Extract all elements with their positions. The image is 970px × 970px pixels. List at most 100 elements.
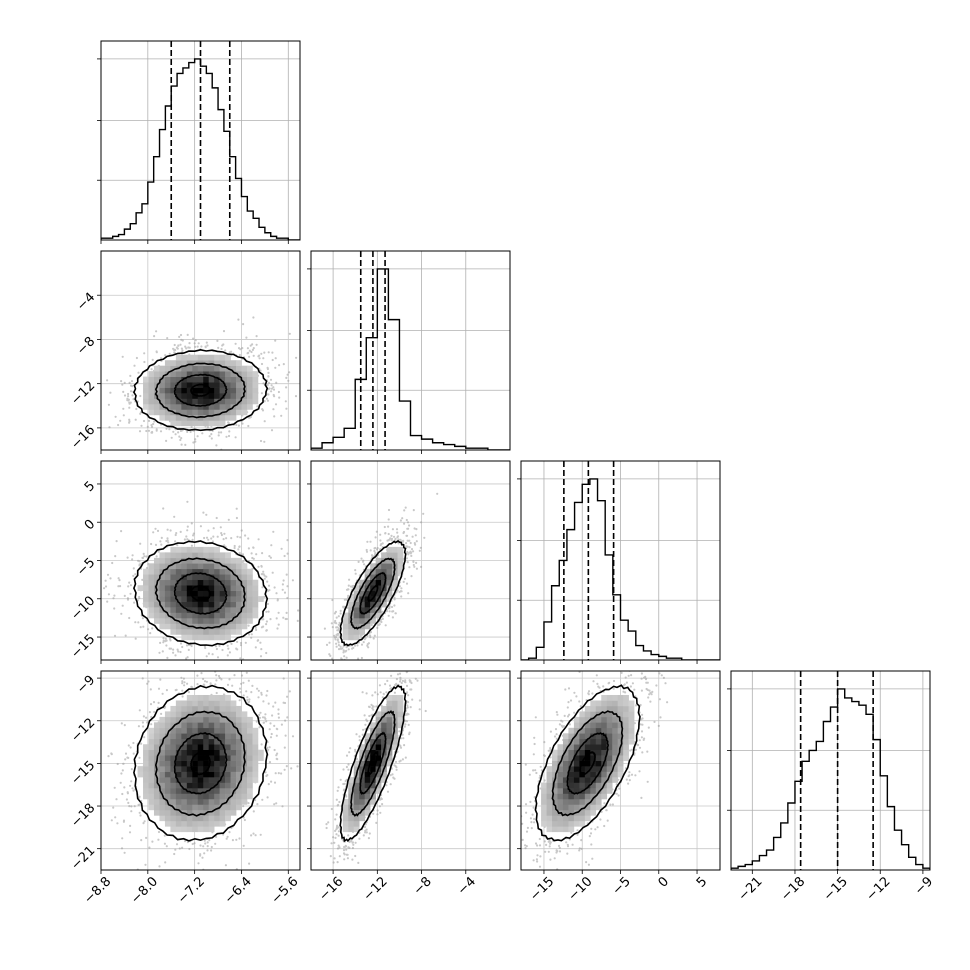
density-cell (170, 820, 177, 827)
density-cell (612, 722, 618, 729)
density-cell (203, 804, 210, 811)
density-cell (192, 727, 199, 734)
density-cell (181, 700, 188, 707)
density-cell (230, 387, 237, 394)
density-cell (181, 420, 188, 427)
density-cell (208, 705, 215, 712)
density-cell (381, 705, 387, 712)
density-cell (181, 382, 188, 388)
density-cell (203, 579, 210, 586)
density-cell (170, 733, 177, 740)
density-cell (197, 782, 204, 789)
density-cell (568, 820, 575, 827)
density-cell (236, 777, 242, 783)
density-cell (164, 574, 171, 581)
y-tick-label: −12 (68, 378, 98, 408)
density-cell (595, 793, 602, 800)
density-cell (236, 612, 242, 619)
density-cell (143, 760, 149, 767)
density-cell (375, 601, 382, 608)
density-cell (143, 590, 149, 597)
density-cell (197, 574, 204, 581)
density-cell (392, 694, 398, 701)
density-cell (381, 771, 387, 778)
density-cell (375, 579, 382, 586)
density-cell (143, 574, 149, 581)
density-cell (364, 777, 371, 783)
density-cell (236, 585, 242, 591)
x-tick-label: −12 (361, 874, 391, 904)
density-cell (573, 782, 580, 789)
density-cell (203, 403, 210, 410)
density-cell (628, 705, 635, 712)
density-cell (181, 744, 188, 751)
density-cell (197, 755, 204, 761)
density-cell (225, 722, 231, 729)
density-cell (175, 596, 182, 602)
density-cell (579, 777, 586, 783)
density-cell (175, 623, 182, 630)
density-cell (370, 601, 376, 608)
density-cell (552, 760, 558, 767)
density-cell (159, 716, 166, 723)
density-cell (236, 628, 242, 635)
density-cell (552, 809, 558, 816)
density-cell (175, 382, 182, 388)
density-cell (612, 777, 618, 783)
density-cell (203, 552, 210, 559)
density-cell (219, 716, 226, 723)
density-cell (241, 771, 248, 778)
density-cell (623, 716, 629, 723)
density-cell (181, 585, 188, 591)
density-cell (230, 579, 237, 586)
x-tick-label: −7.2 (175, 874, 208, 907)
density-cell (375, 590, 382, 597)
density-cell (208, 820, 215, 827)
density-cell (170, 585, 177, 591)
density-cell (181, 409, 188, 416)
density-cell (153, 557, 160, 564)
density-cell (370, 798, 376, 805)
density-cell (606, 755, 613, 761)
density-cell (617, 738, 624, 745)
density-cell (203, 716, 210, 723)
density-cell (595, 705, 602, 712)
density-cell (595, 782, 602, 789)
density-cell (186, 760, 193, 767)
density-cell (186, 393, 193, 399)
density-cell (601, 771, 608, 778)
density-cell (143, 596, 149, 602)
density-cell (164, 623, 171, 630)
density-cell (375, 585, 382, 591)
density-cell (181, 793, 188, 800)
density-cell (214, 552, 220, 559)
density-cell (197, 612, 204, 619)
density-cell (203, 760, 210, 767)
density-cell (203, 574, 210, 581)
density-cell (252, 376, 259, 383)
density-cell (164, 403, 171, 410)
density-cell (252, 387, 259, 394)
density-cell (192, 798, 199, 805)
density-cell (397, 711, 404, 718)
density-cell (230, 557, 237, 564)
density-cell (192, 612, 199, 619)
density-cell (170, 793, 177, 800)
density-cell (257, 755, 264, 761)
density-cell (590, 782, 597, 789)
contour-line-1 (173, 572, 228, 615)
contour-line-0 (579, 750, 596, 776)
density-cell (225, 798, 231, 805)
density-cell (397, 716, 404, 723)
density-cell (170, 590, 177, 597)
density-cell (208, 771, 215, 778)
density-cell (214, 760, 220, 767)
density-cell (568, 777, 575, 783)
density-cell (236, 722, 242, 729)
density-cell (375, 760, 382, 767)
density-cell (606, 700, 613, 707)
density-cell (203, 766, 210, 772)
density-cell (568, 782, 575, 789)
density-cell (181, 403, 188, 410)
density-cell (236, 574, 242, 581)
